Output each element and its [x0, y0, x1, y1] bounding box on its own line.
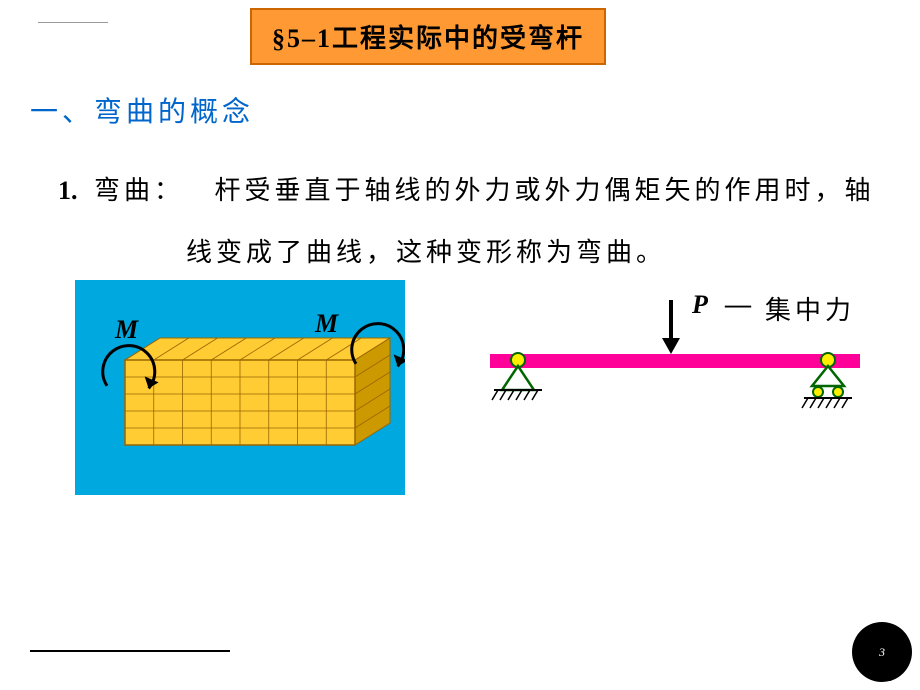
slide: §5–1工程实际中的受弯杆 一、弯曲的概念 1. 弯曲： 杆受垂直于轴线的外力或… — [0, 0, 920, 690]
diagram-point-load-beam: P — 集中力 — [480, 290, 880, 470]
force-label-p: P — [692, 290, 708, 320]
top-decorative-line — [38, 22, 108, 23]
force-description: 集中力 — [765, 290, 855, 327]
section-title: §5–1工程实际中的受弯杆 — [272, 24, 584, 53]
body-paragraph: 1. 弯曲： 杆受垂直于轴线的外力或外力偶矩矢的作用时，轴 线变成了曲线，这种变… — [58, 160, 880, 285]
page-number-badge: 3 — [852, 622, 912, 682]
term: 弯曲： — [94, 176, 184, 205]
section-title-box: §5–1工程实际中的受弯杆 — [250, 8, 606, 65]
svg-text:M: M — [314, 309, 339, 338]
list-number: 1. — [58, 176, 78, 205]
definition-line2: 线变成了曲线，这种变形称为弯曲。 — [186, 238, 666, 267]
pin-support-icon — [488, 352, 548, 407]
svg-text:M: M — [114, 315, 139, 344]
bottom-decorative-line — [30, 650, 230, 652]
subtitle: 一、弯曲的概念 — [30, 90, 254, 130]
force-arrow-icon — [656, 300, 686, 355]
roller-support-icon — [798, 352, 858, 412]
page-number: 3 — [879, 645, 885, 660]
diagram-moment-beam: MM — [75, 280, 405, 500]
beam-3d-svg: MM — [75, 280, 405, 495]
force-separator: — — [725, 290, 755, 320]
definition-line1: 杆受垂直于轴线的外力或外力偶矩矢的作用时，轴 — [215, 176, 875, 205]
subtitle-text: 一、弯曲的概念 — [30, 97, 254, 128]
